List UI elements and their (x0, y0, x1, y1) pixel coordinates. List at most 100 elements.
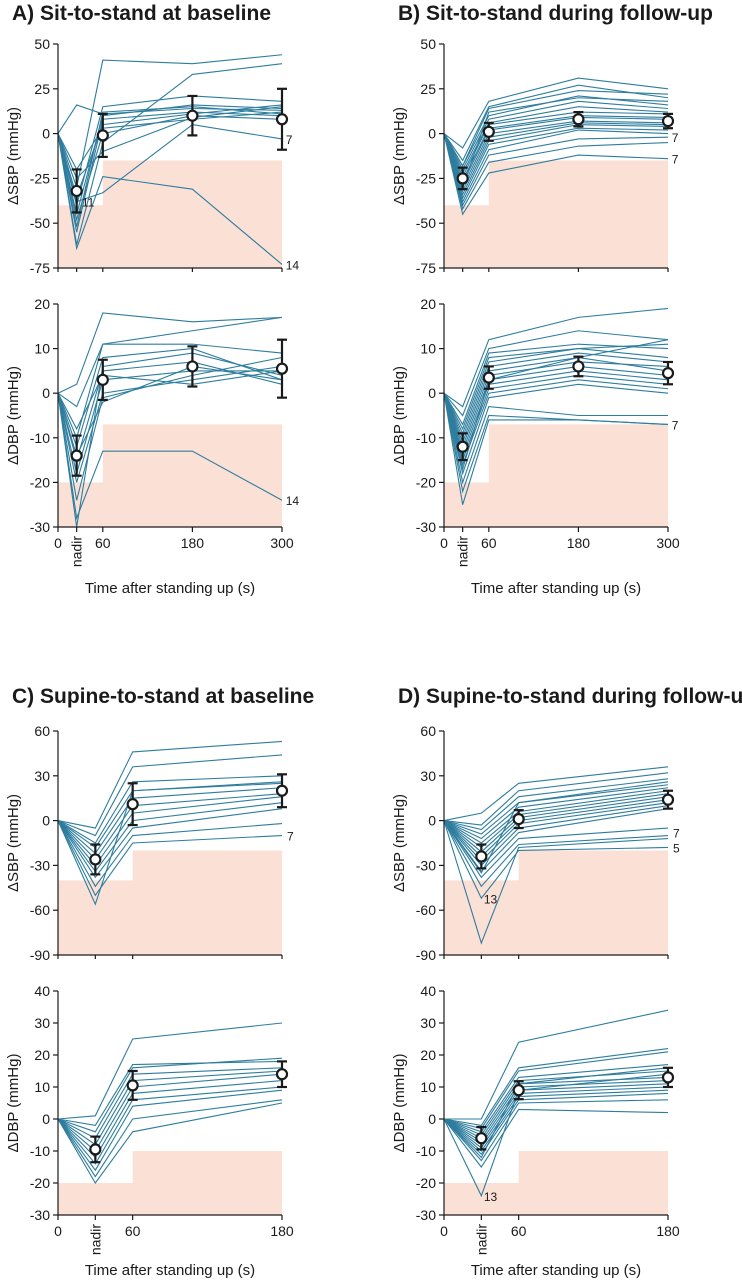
panel-b-sbp-plot: 50 25 0 -25 -50 -75 ΔSBP (mmHg) 7 7 (391, 36, 679, 276)
panel-c-sbp-ytick-label: 60 (34, 723, 50, 739)
panel-b-sbp-ytick-label: -25 (416, 170, 436, 186)
panel-d-sbp-series-line-2 (443, 772, 669, 826)
panel-c-dbp-xtick-label-nadir: nadir (87, 1224, 103, 1255)
panel-a-sbp-mean-point (96, 129, 109, 142)
panel-c-dbp-threshold-region (58, 1151, 282, 1215)
panel-c-dbp-series-line-1 (57, 1022, 283, 1120)
panel-d-sbp-series-line-5 (443, 787, 669, 840)
panel-b-dbp-xtick-label: 0 (440, 535, 448, 551)
panel-d-dbp-annotation: 13 (484, 1190, 498, 1204)
panel-c-dbp-mean-point (89, 1143, 102, 1156)
panel-c-sbp-series-line-6 (57, 793, 283, 861)
panel-c-sbp-mean-point (275, 784, 289, 797)
panel-b-dbp-xtick-label: 180 (567, 535, 591, 551)
panel-a-sbp-series-line-1 (57, 104, 283, 134)
panel-b-dbp-ytick-label: 20 (420, 296, 436, 312)
panel-b-sbp-ytick-label: -50 (416, 215, 436, 231)
panel-a-dbp-xtick-label: 180 (181, 535, 205, 551)
panel-a-sbp-ylabel: ΔSBP (mmHg) (5, 107, 22, 205)
panel-a-sbp-ytick-label: -50 (30, 215, 50, 231)
panel-d-dbp-series-line-8 (443, 1083, 669, 1146)
panel-d-sbp-ytick-label: 0 (428, 813, 436, 829)
panel-d-dbp-series-line-1 (444, 1009, 669, 1120)
panel-c-dbp-xtick-label: 60 (125, 1223, 141, 1239)
panel-c-dbp-ytick-label: 40 (34, 983, 50, 999)
panel-a-dbp-ylabel: ΔDBP (mmHg) (5, 366, 22, 465)
panel-b-dbp-mean-point (456, 440, 469, 453)
panel-d-sbp-ytick-label: 60 (420, 723, 436, 739)
panel-b-dbp-mean-point (661, 367, 675, 380)
panel-d-title: D) Supine-to-stand during follow-up (398, 685, 742, 708)
panel-c-dbp-series-line-10 (57, 1099, 283, 1178)
panel-c-sbp-ytick-label: 30 (34, 768, 50, 784)
panel-d-sbp-series-line-4 (443, 781, 669, 835)
panel-d-dbp-series-line-15 (443, 1067, 669, 1159)
panel-d-sbp-series-line-11 (443, 805, 669, 867)
panel-d-dbp-ytick-label: -30 (416, 1207, 436, 1223)
panel-a-dbp-series-line-3 (57, 343, 283, 440)
panel-b-sbp-series-line-4 (443, 100, 669, 171)
panel-c-dbp-ytick-label: 20 (34, 1047, 50, 1063)
panel-b-dbp-series-line-3 (443, 343, 669, 426)
panel-b-sbp-ytick-label: 25 (420, 81, 436, 97)
panel-a-dbp-xtick-label: 0 (54, 535, 62, 551)
panel-c-dbp-ytick-label: 30 (34, 1015, 50, 1031)
panel-a-title: A) Sit-to-stand at baseline (12, 2, 272, 25)
panel-d-dbp-plot: 40 30 20 10 0 -10 -20 -30 ΔDBP (mmHg) 0 nadir 60 180… (391, 983, 680, 1255)
panel-d-sbp-mean-point (512, 813, 525, 826)
panel-d-sbp-series-line-16 (443, 820, 669, 945)
panel-b-dbp-ytick-label: -20 (416, 474, 436, 490)
panel-c-sbp-series-line-1 (57, 740, 283, 829)
panel-b-sbp-ytick-label: -75 (416, 260, 436, 276)
panel-a-dbp-plot: 20 10 0 -10 -20 -30 ΔDBP (mmHg) 0 nadir 60 180 300 1… (5, 296, 299, 567)
panel-a-dbp-ytick-label: 10 (34, 341, 50, 357)
panel-a-dbp-xtick-label: 60 (95, 535, 111, 551)
panel-c-sbp-ytick-label: -90 (30, 947, 50, 963)
panel-a-dbp-ytick-label: 0 (42, 385, 50, 401)
panel-a-dbp-annotation: 14 (286, 494, 300, 508)
panel-b-dbp-ytick-label: -30 (416, 519, 436, 535)
panel-c-sbp-series-line-7 (57, 796, 283, 867)
panel-c-sbp-ylabel: ΔSBP (mmHg) (5, 794, 22, 892)
panel-c-title: C) Supine-to-stand at baseline (12, 685, 315, 708)
panel-d-sbp-ytick-label: 30 (420, 768, 436, 784)
panel-c-sbp-plot: 60 30 0 -30 -60 -90 ΔSBP (mmHg) 7 (5, 723, 294, 963)
panel-d-dbp-series-line-4 (443, 1064, 669, 1133)
panel-d-dbp-ylabel: ΔDBP (mmHg) (391, 1054, 408, 1153)
panel-d-dbp-series-line-6 (443, 1076, 669, 1139)
panel-b-sbp-series-line-13 (443, 129, 669, 204)
panel-b-sbp-mean-point (456, 172, 469, 185)
panel-d-dbp-xtick-label-nadir: nadir (473, 1224, 489, 1255)
panel-d-sbp-ytick-label: -60 (416, 902, 436, 918)
panel-d-dbp-mean-point (512, 1084, 525, 1097)
panel-c-dbp-series-line-3 (57, 1057, 283, 1133)
panel-a-sbp-series-line-10 (57, 133, 283, 265)
panel-d-dbp-series-line-7 (443, 1080, 669, 1143)
panel-d-sbp-ylabel: ΔSBP (mmHg) (391, 794, 408, 892)
panel-c-dbp-ytick-label: 10 (34, 1079, 50, 1095)
panel-a-dbp-series-line-1 (57, 312, 283, 394)
panel-b-sbp-mean-point (572, 113, 585, 126)
panel-a-sbp-annotation: 11 (82, 196, 95, 210)
panel-c-sbp-ytick-label: 0 (42, 813, 50, 829)
panel-b-sbp-annotation: 7 (672, 153, 679, 167)
panel-a-dbp-ytick-label: -30 (30, 519, 50, 535)
panel-d-dbp-series-line-10 (443, 1089, 669, 1152)
panel-d-sbp-series-line-14 (443, 820, 669, 888)
panel-d-dbp-ytick-label: 30 (420, 1015, 436, 1031)
panel-d-sbp-ytick-label: -30 (416, 857, 436, 873)
panel-a-sbp-series-line-2 (57, 54, 283, 190)
panel-b-dbp-ytick-label: 10 (420, 341, 436, 357)
panel-d-sbp-mean-point (475, 850, 488, 863)
panel-d-dbp-series-line-14 (443, 1073, 669, 1198)
panel-b-xlabel: Time after standing up (s) (470, 580, 642, 597)
panel-a-dbp-ytick-label: -20 (30, 474, 50, 490)
panel-a-dbp-mean-point (275, 362, 289, 375)
panel-c-sbp-series-line-12 (57, 782, 283, 906)
panel-b-dbp-threshold-region (444, 424, 668, 527)
panel-d-dbp-ytick-label: 0 (428, 1111, 436, 1127)
panel-d-dbp-xtick-label: 180 (656, 1223, 680, 1239)
panel-b-dbp-ytick-label: -10 (416, 430, 436, 446)
panel-d-dbp-mean-point (661, 1071, 675, 1084)
